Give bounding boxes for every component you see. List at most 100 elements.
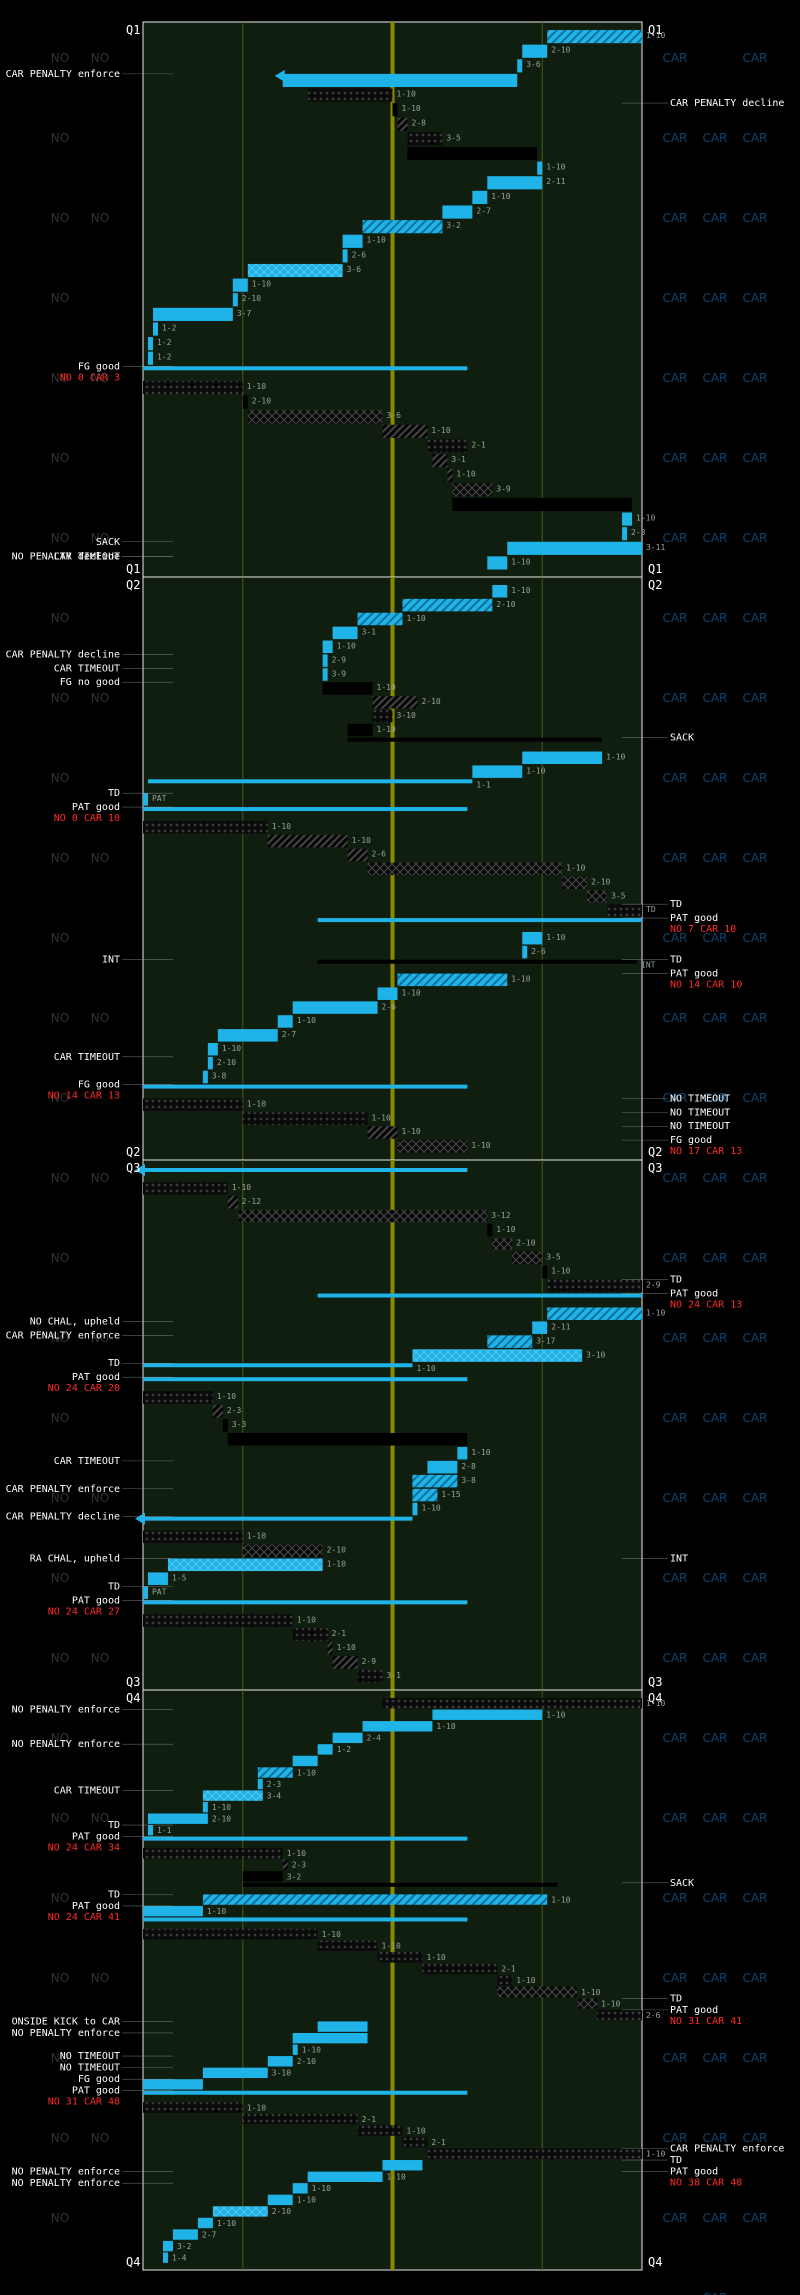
quarter-label: Q3 [126, 1675, 140, 1689]
down-distance-label: 2-10 [421, 697, 440, 706]
down-distance-label: PAT [152, 1587, 167, 1596]
down-distance-label: 1-10 [401, 988, 420, 997]
watermark-text: CAR [743, 1251, 768, 1265]
score-label: NO 14 CAR 13 [48, 1091, 120, 1102]
down-distance-label: 1-10 [217, 2219, 236, 2228]
watermark-text: CAR [663, 691, 688, 705]
down-distance-label: 1-15 [441, 1490, 460, 1499]
event-label: NO PENALTY enforce [12, 2167, 120, 2178]
play-bar [412, 1502, 418, 1516]
event-label: FG no good [60, 677, 120, 688]
play-bar [367, 1126, 398, 1139]
play-bar [317, 1744, 333, 1755]
down-distance-label: 1-10 [511, 586, 530, 595]
play-bar [202, 1894, 548, 1905]
event-label: CAR PENALTY enforce [6, 1330, 120, 1341]
watermark-text: CAR [743, 211, 768, 225]
down-distance-label: 1-1 [476, 780, 491, 789]
play-bar [412, 1474, 458, 1488]
watermark-text: NO [91, 851, 109, 865]
watermark-text: CAR [743, 1411, 768, 1425]
event-label: PAT good [72, 1901, 120, 1912]
down-distance-label: 3-12 [491, 1211, 510, 1220]
down-distance-label: 2-7 [476, 206, 491, 215]
watermark-text: CAR [743, 131, 768, 145]
down-distance-label: 3-2 [446, 221, 461, 230]
down-distance-label: 3-5 [546, 1253, 561, 1262]
event-label: PAT good [72, 802, 120, 813]
down-distance-label: 3-11 [646, 543, 665, 552]
play-bar [242, 1871, 283, 1882]
play-bar [487, 556, 508, 570]
play-bar [397, 973, 508, 987]
play-bar [147, 337, 153, 351]
down-distance-label: INT [641, 961, 656, 970]
quarter-label: Q2 [648, 1145, 662, 1159]
play-bar [332, 626, 358, 640]
watermark-text: NO [51, 1011, 69, 1025]
down-distance-label: 1-10 [606, 753, 625, 762]
watermark-text: NO [91, 1971, 109, 1985]
down-distance-label: 1-10 [327, 1559, 346, 1568]
watermark-text: CAR [703, 291, 728, 305]
play-bar [342, 234, 363, 248]
watermark-text: CAR [703, 1251, 728, 1265]
down-distance-label: 2-10 [212, 1815, 231, 1824]
down-distance-label: 2-10 [252, 397, 271, 406]
event-label: NO PENALTY enforce [12, 2178, 120, 2189]
play-bar [322, 654, 328, 667]
watermark-text: CAR [663, 1891, 688, 1905]
watermark-text: CAR [703, 1651, 728, 1665]
down-distance-label: 3-2 [177, 2242, 192, 2251]
play-bar [382, 2160, 423, 2171]
play-bar [322, 668, 328, 681]
score-label: NO 31 CAR 41 [670, 2016, 742, 2027]
play-bar [242, 2113, 358, 2125]
down-distance-label: 1-10 [431, 426, 450, 435]
play-bar [332, 1656, 358, 1669]
down-distance-label: 1-2 [162, 323, 177, 332]
play-bar [232, 293, 238, 307]
play-bar [432, 1709, 543, 1720]
watermark-text: CAR [663, 1731, 688, 1745]
down-distance-label: 1-10 [222, 1044, 241, 1053]
play-bar [212, 1405, 223, 1418]
play-arrow [135, 1512, 145, 1525]
play-bar [143, 1614, 293, 1627]
down-distance-label: 2-6 [382, 1002, 397, 1011]
play-bar [143, 1391, 213, 1404]
quarter-label: Q4 [648, 1691, 662, 1705]
down-distance-label: 2-1 [501, 1965, 516, 1974]
play-bar [622, 512, 633, 526]
watermark-text: CAR [743, 51, 768, 65]
down-distance-label: 1-10 [511, 975, 530, 984]
event-label: CAR TIMEOUT [54, 1052, 120, 1063]
play-bar [622, 527, 628, 541]
down-distance-label: TD [646, 905, 656, 914]
watermark-text: CAR [663, 451, 688, 465]
watermark-text: CAR [703, 1411, 728, 1425]
down-distance-label: 2-10 [297, 2057, 316, 2066]
play-bar [392, 103, 398, 117]
play-bar [143, 807, 468, 812]
play-bar [497, 1975, 513, 1986]
down-distance-label: 1-10 [471, 1448, 490, 1457]
down-distance-label: 1-10 [491, 192, 510, 201]
event-label: CAR PENALTY enforce [6, 69, 120, 80]
down-distance-label: 1-10 [426, 1953, 445, 1962]
play-bar [143, 380, 243, 395]
score-label: NO 7 CAR 10 [670, 924, 736, 935]
watermark-text: NO [51, 451, 69, 465]
down-distance-label: 3-4 [267, 1791, 282, 1800]
down-distance-label: 2-7 [202, 2230, 217, 2239]
watermark-text: NO [51, 931, 69, 945]
watermark-text: CAR [663, 611, 688, 625]
watermark-text: NO [91, 51, 109, 65]
watermark-text: CAR [703, 451, 728, 465]
event-label: PAT good [670, 2005, 718, 2016]
event-label: PAT good [72, 1595, 120, 1606]
watermark-text: CAR [743, 451, 768, 465]
play-bar [197, 2217, 213, 2229]
watermark-text: CAR [743, 1171, 768, 1185]
play-bar [322, 682, 373, 695]
